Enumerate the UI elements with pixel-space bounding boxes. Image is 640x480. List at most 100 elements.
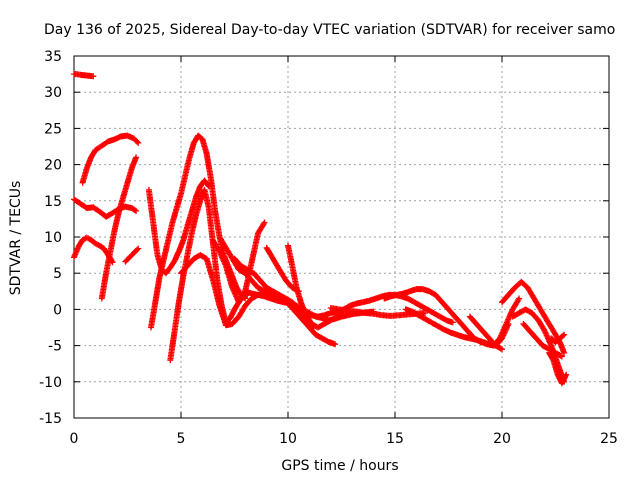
data-point bbox=[276, 266, 289, 283]
x-tick-label: 20 bbox=[493, 431, 511, 447]
tick-labels: 0 5 10 15 20 25 -15 -10 -5 0 5 10 15 20 25 30 35 bbox=[39, 49, 618, 447]
data-point bbox=[135, 139, 142, 146]
data-point bbox=[201, 177, 211, 189]
data-point bbox=[270, 288, 282, 298]
data-point bbox=[101, 245, 111, 257]
y-tick-label: 15 bbox=[44, 194, 62, 210]
data-point bbox=[436, 313, 449, 323]
series-track-8 bbox=[148, 132, 249, 331]
data-point bbox=[171, 249, 182, 264]
data-point bbox=[332, 341, 339, 348]
data-point bbox=[130, 246, 141, 256]
y-tick-label: -10 bbox=[39, 375, 62, 391]
data-point bbox=[415, 312, 427, 322]
data-point bbox=[261, 219, 268, 226]
data-point bbox=[546, 349, 556, 362]
data-point bbox=[319, 335, 331, 345]
series-track-3 bbox=[71, 234, 116, 266]
data-point bbox=[199, 136, 210, 156]
data-point bbox=[124, 166, 135, 186]
data-point bbox=[486, 335, 498, 348]
data-point bbox=[229, 314, 241, 327]
data-point bbox=[550, 357, 561, 377]
data-point bbox=[295, 306, 307, 316]
data-point bbox=[306, 317, 316, 330]
data-point bbox=[539, 342, 551, 352]
x-tick-label: 5 bbox=[177, 431, 186, 447]
data-point bbox=[133, 207, 140, 214]
data-point bbox=[235, 304, 248, 320]
data-point bbox=[210, 237, 222, 254]
data-point bbox=[276, 291, 288, 301]
y-tick-label: -5 bbox=[48, 339, 62, 355]
data-point bbox=[71, 196, 83, 206]
data-point bbox=[255, 220, 267, 237]
series-track-11 bbox=[210, 219, 268, 306]
data-point bbox=[535, 317, 547, 333]
data-point bbox=[529, 310, 541, 323]
data-point bbox=[533, 335, 545, 348]
series-track-4 bbox=[79, 132, 142, 186]
data-point bbox=[556, 332, 566, 342]
data-point bbox=[263, 284, 275, 294]
data-point bbox=[133, 154, 140, 161]
data-point bbox=[195, 132, 205, 142]
series-track-22 bbox=[499, 278, 568, 356]
data-point bbox=[111, 210, 122, 233]
data-point bbox=[537, 306, 550, 322]
data-point bbox=[96, 242, 106, 251]
data-point bbox=[424, 306, 436, 316]
series-track-24 bbox=[520, 320, 565, 360]
data-point bbox=[92, 143, 104, 154]
data-point bbox=[222, 244, 235, 261]
data-point bbox=[244, 266, 256, 276]
data-point bbox=[432, 291, 445, 305]
data-point bbox=[293, 310, 306, 323]
y-tick-label: 10 bbox=[44, 230, 62, 246]
data-point bbox=[98, 271, 109, 302]
data-point bbox=[210, 277, 223, 308]
data-point bbox=[505, 285, 517, 298]
data-point bbox=[561, 349, 568, 356]
data-point bbox=[422, 315, 434, 325]
data-point bbox=[145, 186, 156, 224]
data-point bbox=[79, 235, 89, 243]
x-tick-label: 25 bbox=[600, 431, 618, 447]
data-point bbox=[103, 210, 115, 220]
series-track-1 bbox=[71, 71, 97, 80]
data-point bbox=[411, 299, 423, 309]
data-point bbox=[237, 263, 250, 272]
data-point bbox=[92, 240, 102, 248]
data-point bbox=[184, 210, 195, 230]
data-point bbox=[449, 319, 456, 326]
data-point bbox=[466, 313, 479, 326]
data-point bbox=[122, 255, 132, 265]
x-tick-label: 0 bbox=[70, 431, 79, 447]
chart-title: Day 136 of 2025, Sidereal Day-to-day VTE… bbox=[44, 22, 615, 38]
data-point bbox=[150, 219, 161, 257]
data-point bbox=[499, 322, 511, 342]
data-point bbox=[115, 195, 126, 215]
data-point bbox=[242, 270, 254, 283]
series-track-6 bbox=[122, 245, 142, 265]
data-point bbox=[188, 213, 199, 237]
series-track-17 bbox=[295, 291, 456, 326]
x-axis-label: GPS time / hours bbox=[281, 458, 398, 474]
data-point bbox=[300, 317, 312, 330]
data-point bbox=[163, 265, 173, 277]
data-point bbox=[270, 255, 282, 272]
x-tick-label: 15 bbox=[386, 431, 404, 447]
data-point bbox=[98, 139, 110, 149]
data-point bbox=[165, 221, 176, 244]
data-point bbox=[458, 320, 470, 334]
data-point bbox=[409, 308, 421, 318]
plot-frame bbox=[73, 55, 610, 419]
data-point bbox=[451, 313, 464, 326]
data-point bbox=[216, 234, 229, 250]
data-point bbox=[434, 323, 446, 332]
data-point bbox=[426, 288, 438, 298]
data-point bbox=[255, 284, 267, 294]
data-point bbox=[552, 349, 564, 359]
data-point bbox=[135, 245, 142, 252]
